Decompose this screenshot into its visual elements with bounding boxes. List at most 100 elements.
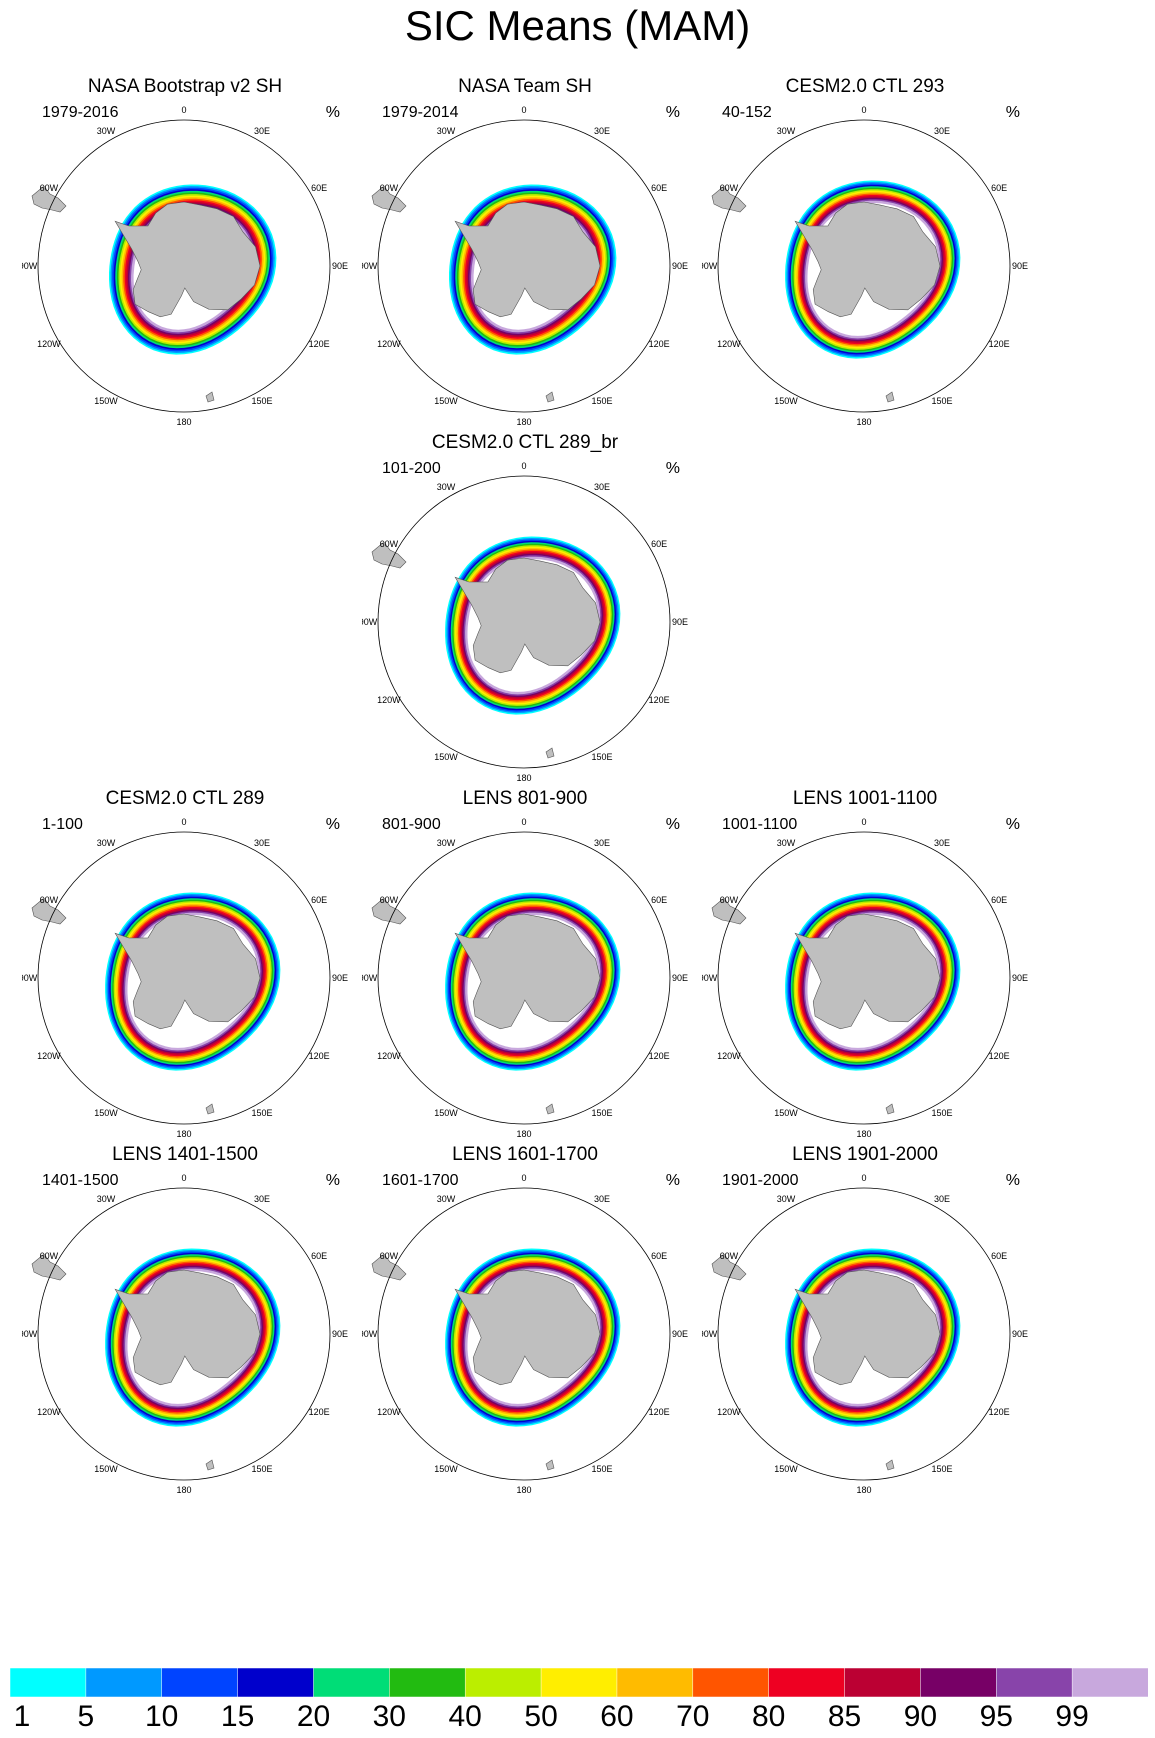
colorbar-level-label: 60 bbox=[600, 1700, 634, 1733]
longitude-label: 30W bbox=[437, 126, 456, 136]
antarctica-landmass bbox=[114, 1269, 261, 1386]
panel-title: CESM2.0 CTL 289 bbox=[105, 788, 265, 809]
panel-title: LENS 1001-1100 bbox=[792, 788, 938, 809]
longitude-label: 0 bbox=[521, 461, 526, 471]
panel-period-label: 101-200 bbox=[382, 460, 441, 477]
colorbar-level-label: 30 bbox=[372, 1700, 406, 1733]
panel-title: NASA Bootstrap v2 SH bbox=[87, 76, 283, 97]
colorbar-swatch bbox=[389, 1668, 466, 1697]
colorbar-swatch bbox=[313, 1668, 391, 1697]
panel-units-label: % bbox=[665, 104, 680, 121]
longitude-label: 180 bbox=[516, 1485, 531, 1495]
island-landmass bbox=[885, 1103, 895, 1115]
south-america-landmass bbox=[371, 185, 407, 213]
colorbar-swatch bbox=[237, 1668, 315, 1697]
south-america-landmass bbox=[711, 1253, 747, 1281]
colorbar-level-label: 5 bbox=[77, 1700, 95, 1733]
longitude-label: 150W bbox=[94, 1464, 118, 1474]
map-boundary bbox=[717, 119, 1011, 413]
longitude-label: 90W bbox=[362, 973, 378, 983]
antarctica-landmass bbox=[454, 557, 601, 674]
longitude-label: 180 bbox=[176, 1129, 191, 1139]
island-landmass bbox=[205, 391, 215, 403]
colorbar-level-label: 50 bbox=[524, 1700, 558, 1733]
longitude-label: 180 bbox=[516, 1129, 531, 1139]
panel-period-label: 1979-2016 bbox=[42, 104, 119, 121]
south-america-landmass bbox=[371, 541, 407, 569]
longitude-label: 180 bbox=[856, 1485, 871, 1495]
panel-units-label: % bbox=[325, 1172, 340, 1189]
panel-units-label: % bbox=[1005, 104, 1020, 121]
panel-period-label: 1601-1700 bbox=[382, 1172, 459, 1189]
longitude-label: 60E bbox=[991, 1251, 1007, 1261]
panel-title: LENS 1901-2000 bbox=[792, 1144, 938, 1165]
panel-units-label: % bbox=[1005, 816, 1020, 833]
antarctica-landmass bbox=[454, 913, 601, 1030]
island-landmass bbox=[205, 1459, 215, 1471]
antarctica-landmass bbox=[454, 1269, 601, 1386]
figure-title: SIC Means (MAM) bbox=[404, 2, 751, 49]
longitude-label: 120W bbox=[37, 1407, 61, 1417]
panel-title: CESM2.0 CTL 293 bbox=[785, 76, 945, 97]
longitude-label: 30W bbox=[437, 838, 456, 848]
longitude-label: 120E bbox=[649, 695, 670, 705]
longitude-label: 90E bbox=[332, 1329, 348, 1339]
longitude-label: 30E bbox=[254, 1194, 270, 1204]
longitude-label: 90E bbox=[1012, 1329, 1028, 1339]
longitude-label: 90E bbox=[1012, 973, 1028, 983]
longitude-label: 120W bbox=[377, 1051, 401, 1061]
longitude-label: 30W bbox=[777, 1194, 796, 1204]
longitude-label: 90W bbox=[702, 261, 718, 271]
polar-map: 0 30E 60E 90E 120E 150E 180 150W 120W 90W 60W 30W bbox=[362, 1173, 688, 1495]
longitude-label: 120W bbox=[37, 339, 61, 349]
longitude-label: 60E bbox=[311, 1251, 327, 1261]
map-panel: LENS 1601-1700 0 30E 60E 90E 120E 150E 180 150W 1… bbox=[342, 1144, 708, 1520]
map-boundary bbox=[377, 119, 671, 413]
longitude-label: 150E bbox=[591, 1464, 612, 1474]
longitude-label: 60W bbox=[380, 895, 399, 905]
panel-period-label: 1-100 bbox=[42, 816, 83, 833]
longitude-label: 120W bbox=[37, 1051, 61, 1061]
longitude-label: 30E bbox=[254, 126, 270, 136]
map-panel: LENS 1001-1100 0 30E 60E 90E 120E 150E 180 150W 1… bbox=[682, 788, 1048, 1164]
south-america-landmass bbox=[371, 1253, 407, 1281]
longitude-label: 90E bbox=[672, 1329, 688, 1339]
longitude-label: 0 bbox=[521, 105, 526, 115]
map-boundary bbox=[37, 119, 331, 413]
longitude-label: 90E bbox=[1012, 261, 1028, 271]
longitude-label: 150W bbox=[434, 752, 458, 762]
polar-map: 0 30E 60E 90E 120E 150E 180 150W 120W 90W 60W 30W bbox=[702, 817, 1028, 1139]
longitude-label: 30W bbox=[97, 1194, 116, 1204]
longitude-label: 60E bbox=[991, 895, 1007, 905]
longitude-label: 150W bbox=[94, 1108, 118, 1118]
longitude-label: 120E bbox=[989, 1051, 1010, 1061]
map-boundary bbox=[37, 831, 331, 1125]
colorbar-swatch bbox=[692, 1668, 770, 1697]
longitude-label: 60W bbox=[720, 183, 739, 193]
colorbar-level-label: 10 bbox=[145, 1700, 179, 1733]
map-panel: LENS 801-900 0 30E 60E 90E 120E 150E 180 150W 120… bbox=[342, 788, 708, 1164]
colorbar-level-label: 99 bbox=[1055, 1700, 1089, 1733]
longitude-label: 60W bbox=[720, 895, 739, 905]
longitude-label: 60W bbox=[720, 1251, 739, 1261]
colorbar-level-label: 80 bbox=[752, 1700, 786, 1733]
colorbar-level-label: 20 bbox=[296, 1700, 331, 1733]
longitude-label: 180 bbox=[176, 1485, 191, 1495]
south-america-landmass bbox=[31, 897, 67, 925]
longitude-label: 30E bbox=[594, 838, 610, 848]
longitude-label: 60E bbox=[651, 539, 667, 549]
colorbar-level-label: 90 bbox=[903, 1700, 938, 1733]
colorbar-level-label: 15 bbox=[220, 1700, 255, 1733]
longitude-label: 120W bbox=[377, 695, 401, 705]
polar-map: 0 30E 60E 90E 120E 150E 180 150W 120W 90W 60W 30W bbox=[362, 105, 688, 427]
map-panel: LENS 1401-1500 0 30E 60E 90E 120E 150E 180 150W 1… bbox=[2, 1144, 368, 1520]
longitude-label: 30W bbox=[777, 838, 796, 848]
longitude-label: 150E bbox=[591, 1108, 612, 1118]
longitude-label: 150W bbox=[774, 1464, 798, 1474]
longitude-label: 60E bbox=[311, 895, 327, 905]
south-america-landmass bbox=[711, 185, 747, 213]
longitude-label: 120E bbox=[649, 1407, 670, 1417]
panel-period-label: 1401-1500 bbox=[42, 1172, 119, 1189]
colorbar-swatch bbox=[161, 1668, 239, 1697]
map-boundary bbox=[717, 831, 1011, 1125]
